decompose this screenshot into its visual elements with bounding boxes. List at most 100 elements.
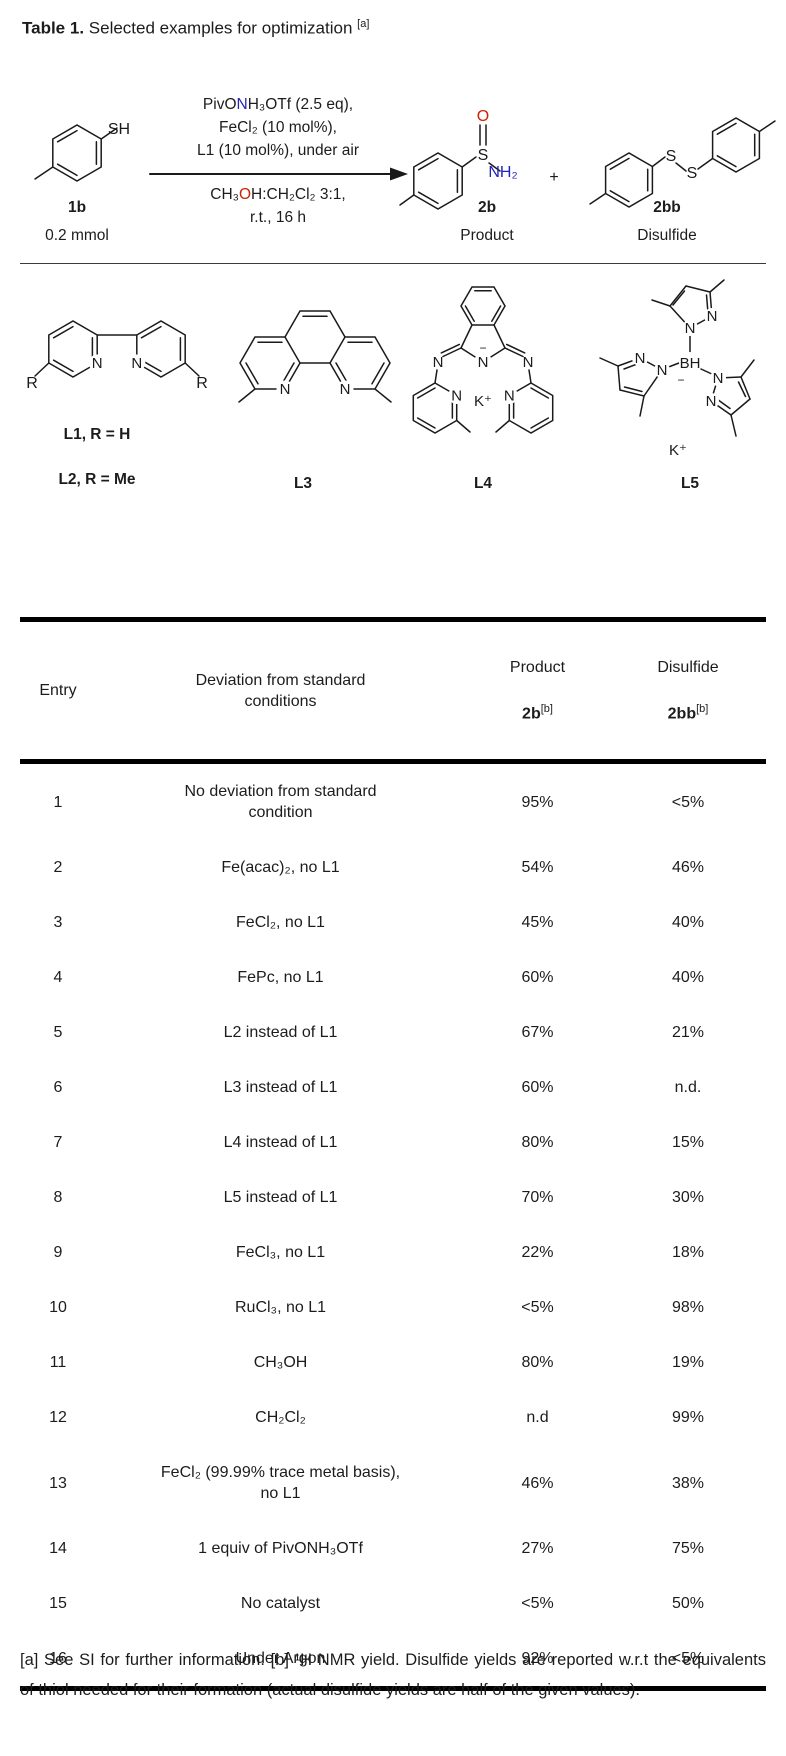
structure-l5-trispyrazolylborate: BH − N N N N N N K⁺: [599, 279, 755, 459]
results-table-header: Entry Deviation from standard conditions…: [20, 619, 766, 765]
results-table: Entry Deviation from standard conditions…: [20, 617, 766, 1692]
solvent-line: CH₃OH:CH₂Cl₂ 3:1,: [150, 183, 406, 206]
table-row: 10 RuCl₃, no L1 <5% 98%: [20, 1280, 766, 1335]
cell-disulfide: 46%: [671, 859, 705, 877]
ligand-l5-label: L5: [680, 475, 700, 492]
cell-product: 45%: [521, 914, 554, 932]
table-row: 8 L5 instead of L1 70% 30%: [20, 1170, 766, 1225]
cell-entry: 7: [53, 1134, 63, 1152]
col-header-product: Product 2b[b]: [465, 619, 610, 765]
cell-deviation: RuCl₃, no L1: [234, 1299, 326, 1317]
reagent-line-nitrogen: N: [236, 96, 248, 113]
l5-n6-label: N: [706, 393, 717, 410]
catalyst-line: FeCl₂ (10 mol%),: [219, 119, 337, 136]
l4-n-pyridine-right-label: N: [504, 388, 515, 405]
disulfide-label: 2bb: [653, 199, 681, 216]
cell-product: <5%: [521, 1595, 554, 1613]
col-header-product-line1: Product: [509, 659, 566, 676]
col-header-product-footnote-ref: [b]: [540, 703, 553, 715]
l5-n3-label: N: [657, 362, 668, 379]
solvent-line-pre: CH₃: [210, 186, 239, 203]
cell-product: 27%: [521, 1540, 554, 1558]
cell-disulfide: 99%: [671, 1409, 705, 1427]
cell-product: 92%: [521, 1650, 554, 1668]
col-header-disulfide: Disulfide 2bb[b]: [610, 619, 766, 765]
cell-product: <5%: [521, 1299, 554, 1317]
ligand-l4-label: L4: [473, 475, 493, 492]
cell-deviation: No deviation from standard condition: [184, 783, 377, 822]
table-title: Table 1. Selected examples for optimizat…: [22, 18, 369, 39]
cell-deviation: FeCl₂, no L1: [236, 914, 325, 932]
cell-deviation: Fe(acac)₂, no L1: [221, 859, 340, 877]
col-header-disulfide-compound: 2bb: [667, 705, 697, 723]
table-row: 3 FeCl₂, no L1 45% 40%: [20, 895, 766, 950]
cell-deviation: FeCl₂ (99.99% trace metal basis), no L1: [160, 1464, 401, 1503]
cell-entry: 4: [53, 969, 63, 987]
cell-entry: 10: [49, 1299, 67, 1317]
cell-product: 54%: [521, 859, 554, 877]
l5-bh-label: BH: [680, 355, 701, 372]
cell-entry: 14: [49, 1540, 67, 1558]
l4-n-pyridine-left-label: N: [451, 388, 462, 405]
cell-disulfide: <5%: [671, 793, 705, 811]
cell-entry: 13: [49, 1474, 67, 1492]
table-row: 11 CH₃OH 80% 19%: [20, 1335, 766, 1390]
cell-disulfide: 30%: [671, 1189, 705, 1207]
l5-n2-label: N: [707, 308, 718, 325]
cell-entry: 6: [53, 1079, 63, 1097]
cell-disulfide: 40%: [671, 969, 705, 987]
reaction-conditions-below: CH₃OH:CH₂Cl₂ 3:1, r.t., 16 h: [150, 183, 406, 229]
solvent-line-post: H:CH₂Cl₂ 3:1,: [251, 186, 346, 203]
cell-deviation: 1 equiv of PivONH₃OTf: [198, 1540, 363, 1558]
table-row: 7 L4 instead of L1 80% 15%: [20, 1115, 766, 1170]
table-title-text: Selected examples for optimization: [84, 18, 358, 38]
table-title-footnote-ref: [a]: [357, 18, 370, 30]
cell-entry: 1: [53, 793, 63, 811]
bipy-r-right-label: R: [196, 375, 208, 392]
cell-product: n.d: [526, 1409, 549, 1427]
l4-n-imine-right-label: N: [523, 354, 534, 371]
table-row: 12 CH₂Cl₂ n.d 99%: [20, 1390, 766, 1445]
cell-entry: 12: [49, 1409, 67, 1427]
results-table-body: 1 No deviation from standard condition 95%…: [20, 762, 766, 1689]
reaction-conditions-above: PivONH₃OTf (2.5 eq), FeCl₂ (10 mol%), L1…: [150, 93, 406, 162]
cell-deviation: L2 instead of L1: [223, 1024, 338, 1042]
structure-l4-isoindolide: N − N N N N K⁺: [412, 286, 554, 434]
cell-product: 70%: [521, 1189, 554, 1207]
cell-disulfide: 15%: [671, 1134, 705, 1152]
bipy-n-right-label: N: [131, 355, 142, 372]
cell-deviation: L3 instead of L1: [223, 1079, 338, 1097]
cell-disulfide: 19%: [671, 1354, 705, 1372]
cell-entry: 16: [49, 1650, 67, 1668]
cell-disulfide: 50%: [671, 1595, 705, 1613]
structure-l3-phenanthroline: N N: [238, 310, 392, 403]
cell-entry: 2: [53, 859, 63, 877]
cell-product: 95%: [521, 793, 554, 811]
cell-deviation: CH₃OH: [253, 1354, 308, 1372]
ligand-line: L1 (10 mol%), under air: [197, 142, 359, 159]
cell-entry: 15: [49, 1595, 67, 1613]
sulfinamide-s-label: S: [478, 147, 489, 164]
disulfide-s2-label: S: [687, 165, 698, 182]
phen-n-right-label: N: [340, 381, 351, 398]
l5-n1-label: N: [685, 320, 696, 337]
plus-sign: +: [549, 169, 559, 186]
bipy-n-left-label: N: [92, 355, 103, 372]
table-row: 14 1 equiv of PivONH₃OTf 27% 75%: [20, 1521, 766, 1576]
thiol-sh-label: SH: [108, 121, 130, 138]
sulfinamide-o-label: O: [477, 108, 489, 125]
col-header-product-line2: 2b[b]: [469, 699, 606, 724]
cell-product: 22%: [521, 1244, 554, 1262]
scheme-divider-line: [20, 263, 766, 264]
table-row: 4 FePc, no L1 60% 40%: [20, 950, 766, 1005]
cell-deviation: No catalyst: [240, 1595, 321, 1613]
col-header-entry: Entry: [20, 619, 96, 765]
ligand-l2-label: L2, R = Me: [58, 471, 136, 488]
cell-deviation: FePc, no L1: [237, 969, 324, 987]
bipy-r-left-label: R: [26, 375, 38, 392]
reaction-arrow: [149, 167, 408, 181]
cell-deviation: L5 instead of L1: [223, 1189, 338, 1207]
col-header-disulfide-line2: 2bb[b]: [614, 699, 762, 724]
structure-l1-l2-bipyridine: N N R R: [26, 320, 208, 392]
